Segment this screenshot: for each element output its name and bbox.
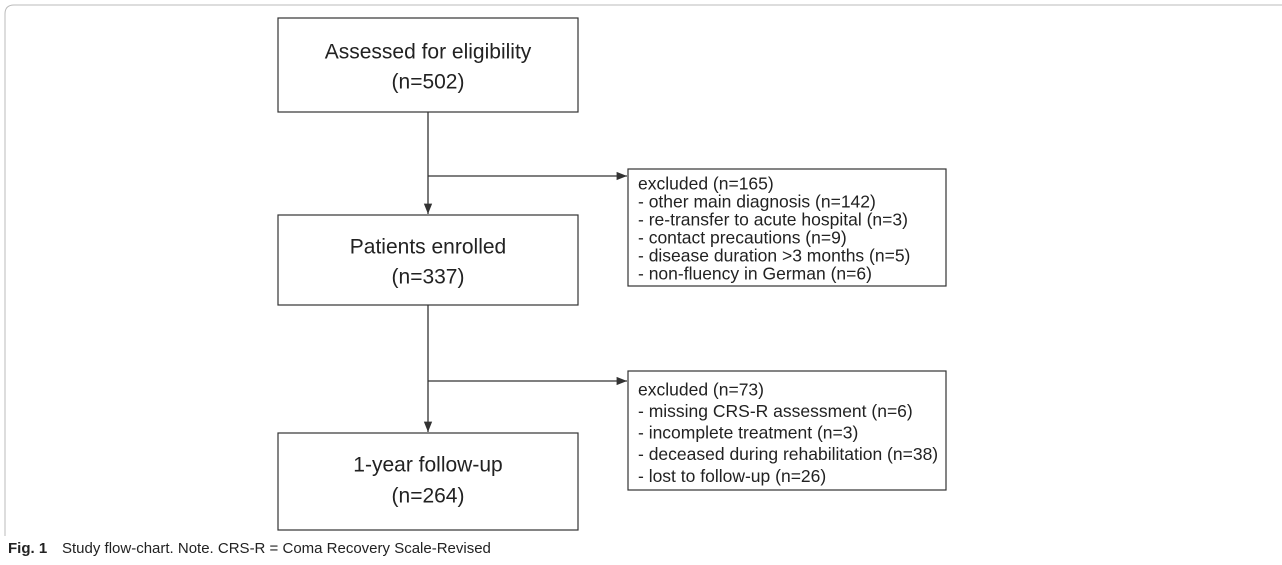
exclusion-item: - lost to follow-up (n=26): [638, 466, 826, 486]
exclusion-title: excluded (n=73): [638, 379, 764, 399]
node-count: (n=337): [392, 266, 465, 289]
exclusion-item: - incomplete treatment (n=3): [638, 423, 858, 443]
node-box: [277, 17, 579, 113]
exclusion-box: [627, 168, 947, 287]
node-label: Patients enrolled: [350, 236, 506, 259]
exclusion-item: - other main diagnosis (n=142): [638, 192, 876, 212]
node-count: (n=264): [392, 485, 465, 508]
node-box: [277, 432, 579, 531]
caption-text: Study flow-chart. Note. CRS-R = Coma Rec…: [62, 540, 491, 557]
exclusion-item: - missing CRS-R assessment (n=6): [638, 401, 913, 421]
exclusion-title: excluded (n=165): [638, 174, 774, 194]
figure-frame: [4, 4, 1282, 536]
node-label: 1-year follow-up: [353, 454, 502, 477]
exclusion-item: - disease duration >3 months (n=5): [638, 246, 910, 266]
exclusion-item: - re-transfer to acute hospital (n=3): [638, 210, 908, 230]
exclusion-item: - deceased during rehabilitation (n=38): [638, 444, 938, 464]
node-label: Assessed for eligibility: [325, 41, 532, 64]
exclusion-item: - non-fluency in German (n=6): [638, 264, 872, 284]
node-count: (n=502): [392, 71, 465, 94]
exclusion-item: - contact precautions (n=9): [638, 228, 847, 248]
exclusion-box: [627, 370, 947, 491]
caption-label: Fig. 1: [8, 540, 47, 557]
node-box: [277, 214, 579, 306]
